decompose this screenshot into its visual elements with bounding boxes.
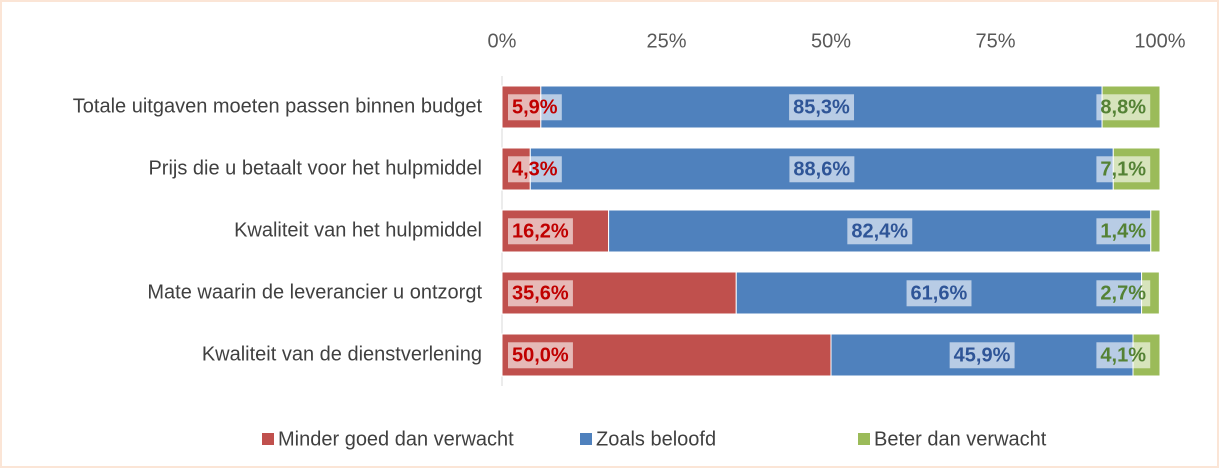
legend-label: Minder goed dan verwacht <box>278 428 514 450</box>
value-label-background <box>1096 342 1151 369</box>
x-tick-label: 100% <box>1134 30 1185 52</box>
value-label-background <box>1096 280 1151 307</box>
value-label-background <box>1096 94 1151 121</box>
value-label: 7,1% <box>1100 158 1146 180</box>
value-label-background <box>906 280 972 307</box>
legend-swatch <box>580 433 592 445</box>
category-label: Prijs die u betaalt voor het hulpmiddel <box>148 157 482 179</box>
legend-label: Beter dan verwacht <box>874 428 1047 450</box>
value-label: 45,9% <box>954 344 1011 366</box>
value-label-background <box>508 218 573 245</box>
category-label: Kwaliteit van de dienstverlening <box>202 343 482 365</box>
value-label: 5,9% <box>512 96 558 118</box>
value-label: 85,3% <box>793 96 850 118</box>
value-label-background <box>847 218 913 245</box>
value-label-background <box>949 342 1015 369</box>
value-label: 35,6% <box>512 282 569 304</box>
category-label: Totale uitgaven moeten passen binnen bud… <box>73 95 483 117</box>
value-label: 8,8% <box>1100 96 1146 118</box>
value-label: 16,2% <box>512 220 569 242</box>
value-label: 2,7% <box>1100 282 1146 304</box>
value-label: 4,1% <box>1100 344 1146 366</box>
x-tick-label: 0% <box>488 30 517 52</box>
legend-label: Zoals beloofd <box>596 428 716 450</box>
value-label-background <box>789 94 855 121</box>
x-tick-label: 75% <box>975 30 1015 52</box>
bar-segment <box>1150 209 1161 253</box>
value-label: 61,6% <box>911 282 968 304</box>
value-label: 1,4% <box>1100 220 1146 242</box>
value-label-background <box>508 94 562 121</box>
value-label: 4,3% <box>512 158 558 180</box>
value-label: 88,6% <box>793 158 850 180</box>
x-tick-label: 50% <box>811 30 851 52</box>
value-label-background <box>1096 218 1151 245</box>
category-label: Kwaliteit van het hulpmiddel <box>234 219 482 241</box>
legend-swatch <box>858 433 870 445</box>
value-label: 82,4% <box>851 220 908 242</box>
value-label-background <box>789 156 855 183</box>
legend-swatch <box>262 433 274 445</box>
bar-segment <box>501 271 737 315</box>
value-label-background <box>508 156 562 183</box>
value-label-background <box>1096 156 1151 183</box>
value-label-background <box>508 342 573 369</box>
value-label: 50,0% <box>512 344 569 366</box>
x-tick-label: 25% <box>646 30 686 52</box>
category-label: Mate waarin de leverancier u ontzorgt <box>147 281 482 303</box>
value-label-background <box>508 280 573 307</box>
